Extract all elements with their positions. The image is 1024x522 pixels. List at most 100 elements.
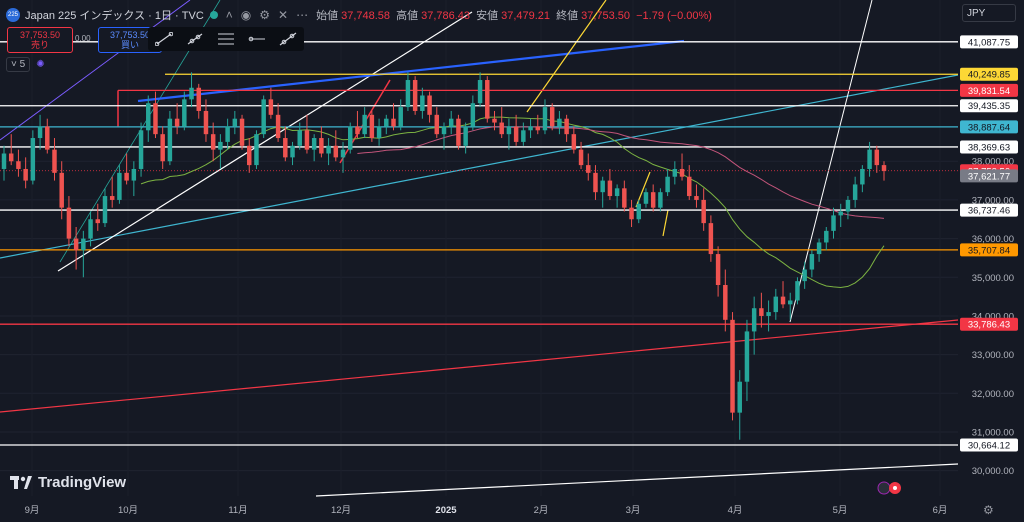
settings-icon[interactable]: ⚙	[259, 8, 271, 22]
candle-body[interactable]	[23, 168, 28, 181]
candle-body[interactable]	[95, 219, 101, 224]
candle-body[interactable]	[650, 192, 656, 208]
candle-body[interactable]	[499, 122, 504, 135]
currency-selector[interactable]: JPY	[962, 4, 1016, 22]
candle-body[interactable]	[542, 107, 548, 131]
purple-trendline[interactable]	[0, 0, 191, 141]
candle-body[interactable]	[8, 153, 14, 162]
collapse-icon[interactable]: ˄	[225, 8, 233, 22]
candle-body[interactable]	[146, 103, 151, 131]
candle-body[interactable]	[600, 180, 605, 193]
candle-body[interactable]	[586, 165, 591, 173]
candle-body[interactable]	[124, 172, 129, 181]
candle-body[interactable]	[73, 238, 79, 251]
candle-body[interactable]	[477, 80, 483, 104]
candle-body[interactable]	[513, 126, 519, 142]
candle-body[interactable]	[66, 207, 72, 239]
candle-body[interactable]	[398, 107, 403, 127]
candle-body[interactable]	[391, 118, 396, 127]
candle-body[interactable]	[564, 118, 569, 135]
more-icon[interactable]: ⋯	[296, 8, 309, 22]
candle-body[interactable]	[45, 126, 50, 150]
white-rising-trendline[interactable]	[57, 11, 473, 272]
yellow-short-trendline[interactable]	[662, 209, 669, 237]
candle-body[interactable]	[37, 126, 43, 139]
candle-body[interactable]	[795, 281, 800, 301]
close-icon[interactable]: ✕	[278, 8, 289, 22]
candle-body[interactable]	[679, 168, 685, 177]
candle-body[interactable]	[160, 134, 165, 162]
candle-body[interactable]	[448, 118, 454, 127]
candle-body[interactable]	[174, 118, 180, 127]
candle-body[interactable]	[816, 242, 822, 255]
candle-body[interactable]	[384, 118, 389, 127]
candle-body[interactable]	[694, 196, 699, 200]
candle-body[interactable]	[636, 203, 641, 220]
candle-body[interactable]	[333, 145, 339, 158]
sell-button[interactable]: 37,753.50 売り	[7, 27, 73, 53]
candle-body[interactable]	[860, 168, 865, 185]
candle-body[interactable]	[412, 80, 418, 111]
candle-body[interactable]	[773, 296, 779, 313]
fib-tool-icon[interactable]	[214, 30, 238, 48]
candle-body[interactable]	[549, 107, 555, 127]
indicator-settings-icon[interactable]: ✺	[36, 59, 45, 70]
candle-body[interactable]	[824, 230, 829, 243]
candle-body[interactable]	[643, 192, 649, 204]
candle-body[interactable]	[88, 219, 93, 239]
candle-body[interactable]	[528, 126, 533, 131]
candle-body[interactable]	[809, 254, 815, 270]
candle-body[interactable]	[290, 145, 295, 158]
candle-body[interactable]	[59, 172, 64, 208]
candle-body[interactable]	[787, 300, 793, 305]
candle-body[interactable]	[802, 269, 807, 282]
candle-body[interactable]	[16, 161, 21, 169]
candle-body[interactable]	[138, 130, 144, 169]
candle-body[interactable]	[744, 331, 750, 382]
candle-body[interactable]	[557, 118, 562, 127]
candle-body[interactable]	[304, 130, 310, 150]
candle-body[interactable]	[463, 126, 468, 146]
alert-badge-icon[interactable]	[877, 481, 891, 495]
candle-body[interactable]	[218, 141, 223, 150]
candle-body[interactable]	[189, 87, 194, 100]
candle-body[interactable]	[268, 99, 274, 115]
candle-body[interactable]	[766, 312, 771, 316]
yellow-trendline[interactable]	[526, 0, 607, 113]
horizontal-ray-icon[interactable]	[245, 30, 269, 48]
candle-body[interactable]	[838, 211, 843, 216]
candle-body[interactable]	[737, 381, 742, 413]
eye-icon[interactable]: ◉	[240, 8, 252, 22]
candle-body[interactable]	[326, 145, 331, 154]
trendline-tool-icon[interactable]	[152, 30, 176, 48]
candle-body[interactable]	[362, 114, 367, 135]
candle-body[interactable]	[239, 118, 245, 146]
extended-line-icon[interactable]	[276, 30, 300, 48]
candle-body[interactable]	[297, 130, 302, 146]
candle-body[interactable]	[867, 149, 872, 169]
candle-body[interactable]	[881, 165, 887, 171]
candle-body[interactable]	[283, 138, 288, 158]
candle-body[interactable]	[319, 138, 324, 154]
candle-body[interactable]	[708, 223, 714, 255]
candle-body[interactable]	[427, 95, 432, 115]
candle-body[interactable]	[247, 145, 252, 166]
candle-body[interactable]	[203, 110, 209, 135]
candle-body[interactable]	[261, 99, 266, 135]
candle-body[interactable]	[131, 168, 137, 181]
candle-body[interactable]	[607, 180, 613, 197]
white-steep-trendline[interactable]	[789, 0, 873, 323]
candle-body[interactable]	[672, 168, 678, 177]
candle-body[interactable]	[845, 199, 851, 212]
candle-body[interactable]	[506, 126, 512, 135]
candle-body[interactable]	[232, 118, 238, 127]
candle-body[interactable]	[715, 254, 721, 286]
chart-settings-icon[interactable]: ⚙	[983, 503, 994, 517]
candle-body[interactable]	[571, 134, 577, 150]
candle-body[interactable]	[117, 172, 122, 200]
candle-body[interactable]	[629, 207, 634, 220]
candle-body[interactable]	[30, 138, 36, 181]
candle-body[interactable]	[52, 149, 57, 173]
